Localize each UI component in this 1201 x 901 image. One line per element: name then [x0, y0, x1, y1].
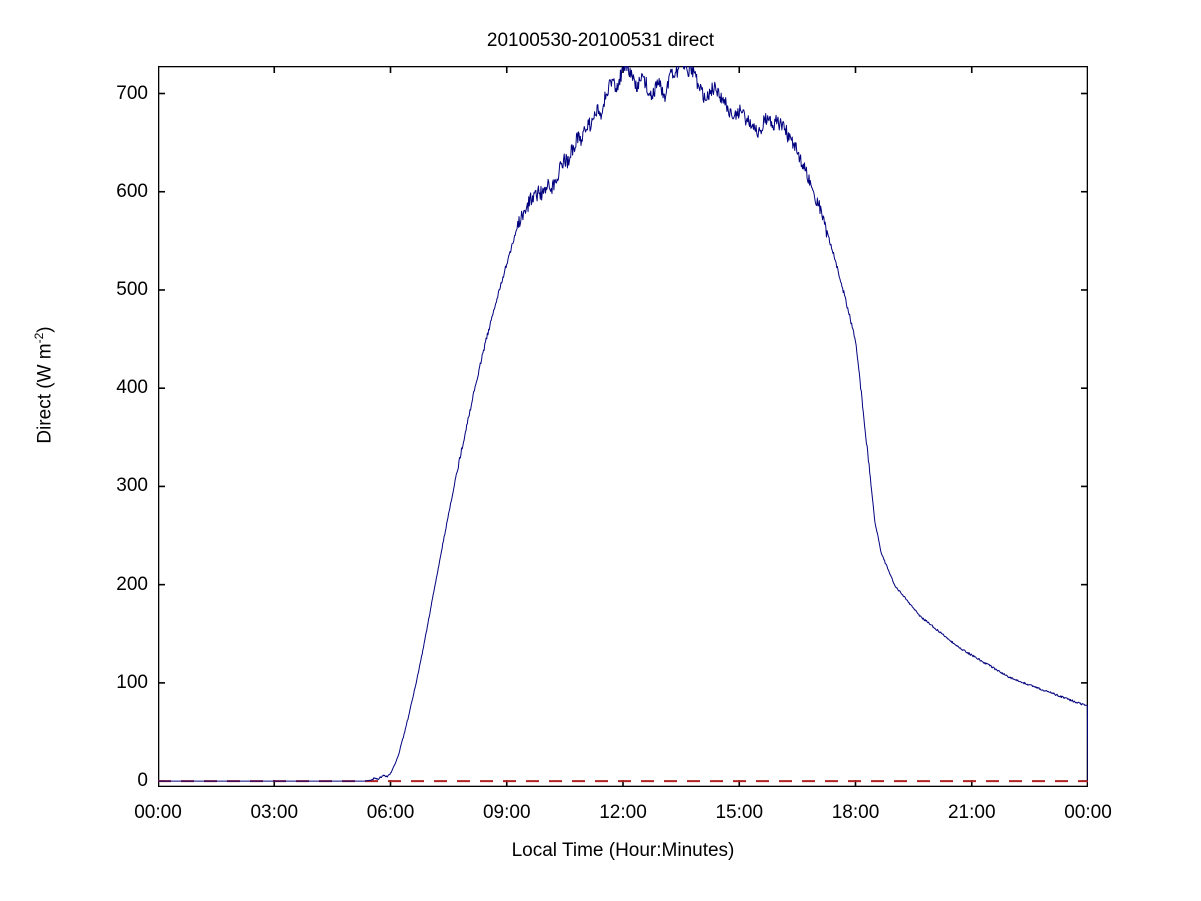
- x-tick-label: 09:00: [482, 802, 531, 823]
- x-tick-label: 00:00: [134, 802, 182, 823]
- x-axis-tick-marks: [158, 66, 1088, 787]
- x-tick-label: 18:00: [831, 802, 880, 823]
- x-tick-label: 15:00: [715, 802, 764, 823]
- direct-irradiance-line: [158, 66, 1088, 782]
- y-tick-label: 100: [116, 671, 148, 693]
- page-title: 20100530-20100531 direct: [486, 30, 715, 51]
- x-tick-label: 12:00: [599, 802, 647, 823]
- y-tick-label: 400: [116, 377, 148, 399]
- x-tick-label: 21:00: [947, 802, 996, 823]
- y-axis-tick-marks: [158, 92, 1088, 782]
- x-axis-label: Local Time (Hour:Minutes): [511, 840, 735, 861]
- plot-svg: [158, 66, 1088, 787]
- y-axis-label-tail: ): [34, 326, 56, 333]
- y-tick-label: 700: [116, 82, 148, 104]
- x-tick-label: 00:00: [1064, 802, 1112, 823]
- y-tick-label: 300: [116, 475, 148, 497]
- x-tick-label: 03:00: [250, 802, 299, 823]
- y-tick-label: 0: [137, 770, 148, 792]
- plot-box-border: [158, 66, 1088, 787]
- x-tick-label: 06:00: [366, 802, 415, 823]
- y-axis-label-exponent: -2: [32, 332, 46, 344]
- plot-area: [158, 66, 1088, 787]
- y-tick-label: 500: [116, 278, 148, 300]
- y-tick-label: 200: [116, 573, 148, 595]
- y-tick-label: 600: [116, 180, 148, 202]
